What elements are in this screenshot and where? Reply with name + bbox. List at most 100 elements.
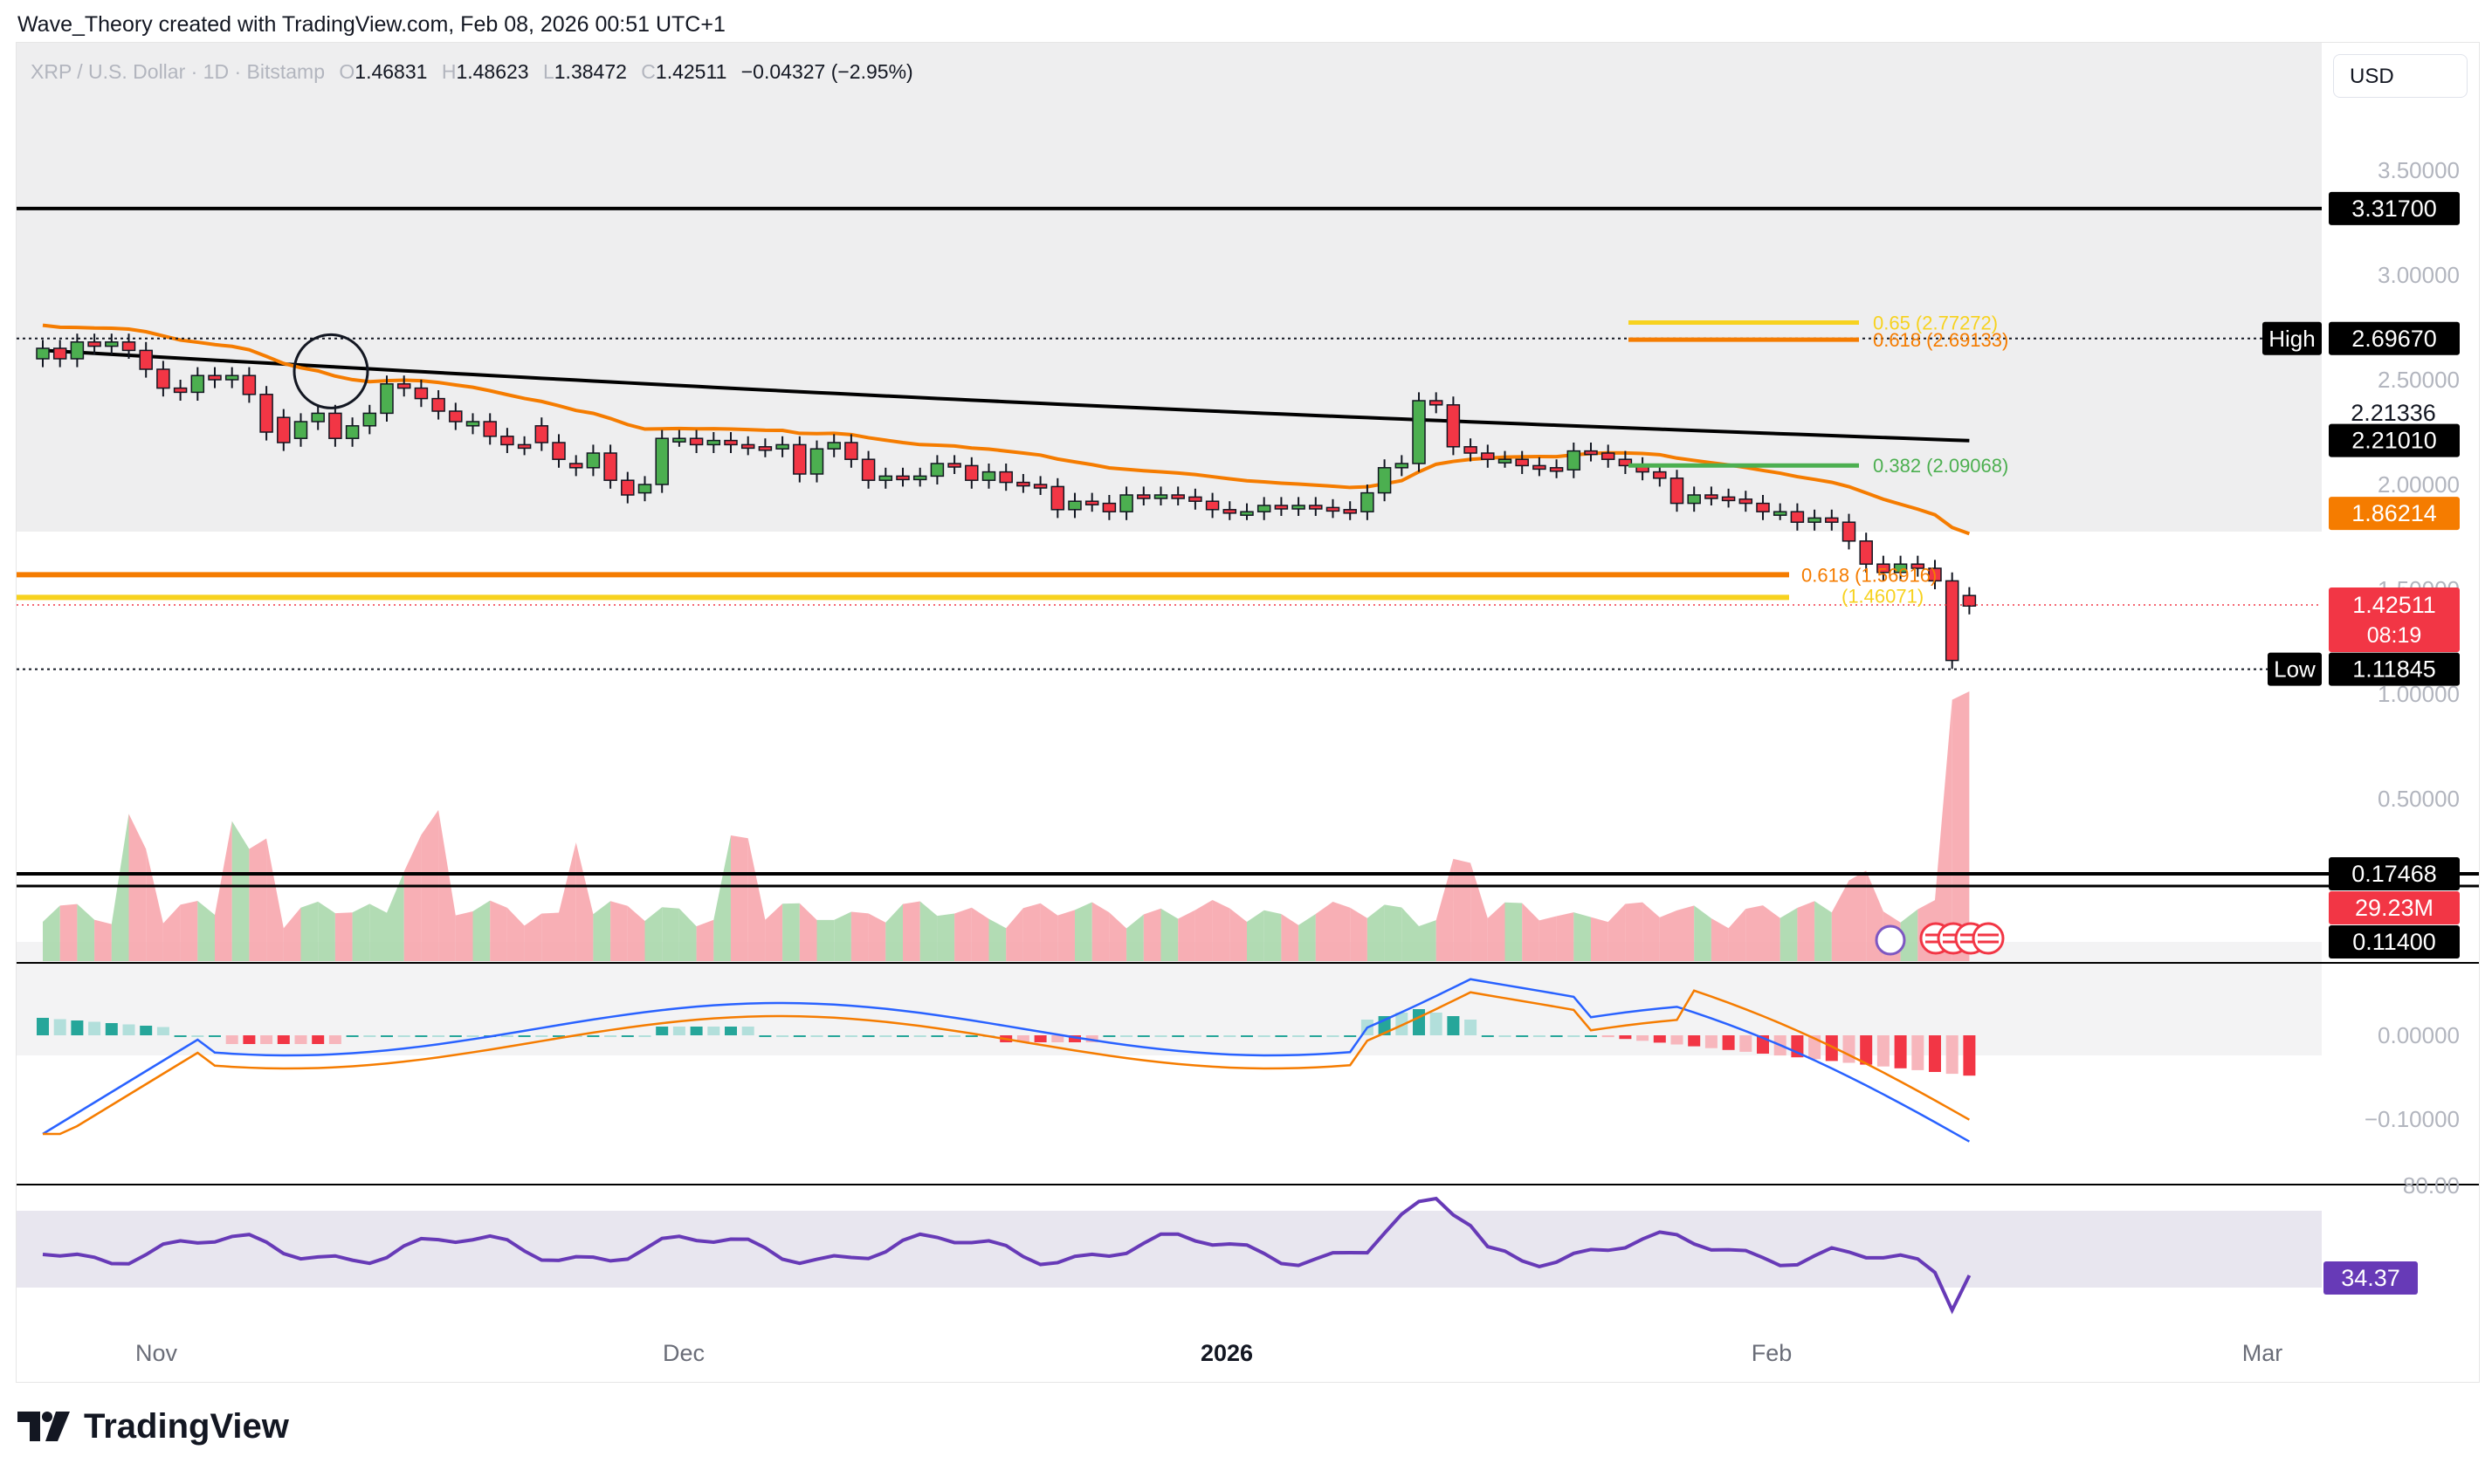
oscillator-area-segment [369, 903, 387, 961]
macd-histogram-bar [346, 1035, 359, 1037]
candle-body [1033, 484, 1048, 489]
rsi-value-tag [2323, 1261, 2418, 1295]
macd-histogram-bar [1103, 1035, 1116, 1037]
macd-histogram-bar [1704, 1035, 1718, 1048]
oscillator-area-segment [352, 903, 370, 961]
candle-body [1171, 494, 1185, 499]
osc-pane-bg [17, 532, 2322, 689]
macd-histogram-bar [37, 1018, 49, 1035]
oscillator-area-segment [644, 907, 663, 961]
candle-body [224, 374, 239, 381]
macd-histogram-bar [776, 1035, 789, 1037]
macd-histogram-bar [1722, 1035, 1735, 1050]
candle-body [1343, 509, 1357, 514]
candle-body [1153, 494, 1168, 499]
candle-body [1446, 404, 1461, 448]
fib-label-yellow: (1.46071) [1841, 585, 1924, 607]
candle-body [1549, 467, 1564, 472]
candle-body [1428, 400, 1443, 406]
macd-histogram-bar [1670, 1035, 1683, 1045]
candle-body [861, 458, 876, 481]
macd-histogram-bar [518, 1035, 531, 1037]
candle-body [878, 475, 893, 481]
oscillator-area-segment [43, 905, 60, 961]
sma-tag [2329, 423, 2460, 457]
candle-body [1412, 400, 1426, 464]
macd-histogram-bar [381, 1035, 393, 1037]
candle-body [1256, 505, 1271, 512]
oscillator-area-segment [816, 919, 835, 961]
candle-body [396, 383, 411, 389]
oscillator-area-segment [1848, 870, 1867, 961]
candle-body [1910, 563, 1925, 569]
macd-histogram-bar [1619, 1035, 1632, 1040]
symbol-label[interactable]: XRP / U.S. Dollar · 1D · Bitstamp [31, 60, 325, 83]
oscillator-area-segment [1143, 908, 1161, 961]
candle-body [500, 436, 514, 446]
oscillator-area-segment [627, 905, 645, 961]
macd-tick-neg: −0.10000 [2365, 1106, 2460, 1132]
candle-body [706, 439, 721, 446]
oscillator-area-segment [249, 838, 267, 961]
low-value: 1.38472 [554, 60, 627, 83]
oscillator-area-segment [283, 907, 301, 961]
oscillator-area-segment [1487, 902, 1505, 961]
oscillator-area-segment [1745, 905, 1763, 961]
candle-body [1687, 494, 1701, 505]
oscillator-area-segment [1831, 880, 1849, 961]
candle-body [603, 452, 617, 481]
macd-histogram-bar [535, 1035, 548, 1037]
time-tick-label: Dec [663, 1340, 705, 1366]
macd-histogram-bar [1550, 1035, 1563, 1037]
macd-histogram-bar [1085, 1035, 1098, 1042]
high-label: H [441, 60, 457, 83]
oscillator-area-segment [1091, 902, 1110, 961]
oscillator-area-segment [903, 901, 920, 961]
candle-body [1360, 491, 1374, 512]
candle-body [637, 484, 652, 494]
macd-histogram-bar [1120, 1035, 1133, 1037]
price-tick-label: 3.50000 [2378, 157, 2460, 183]
sma-label: 2.21010 [2351, 428, 2437, 454]
candle-body [449, 410, 463, 423]
macd-histogram-bar [1275, 1035, 1288, 1037]
footer-logo[interactable]: TradingView [17, 1407, 289, 1446]
oscillator-area-segment [610, 901, 628, 961]
candle-body [740, 443, 755, 450]
last-price-label: 1.42511 [2352, 592, 2436, 618]
oscillator-area-segment [266, 838, 284, 961]
macd-histogram-bar [621, 1035, 634, 1037]
candle-body [1102, 502, 1117, 512]
currency-selector[interactable]: USD [2333, 54, 2468, 98]
oscillator-area-segment [1676, 905, 1695, 961]
candle-body [1377, 467, 1392, 494]
oscillator-area-segment [971, 907, 989, 961]
oscillator-area-segment [1194, 900, 1213, 961]
low-label: L [542, 60, 554, 83]
oscillator-area-segment [1366, 904, 1385, 961]
macd-histogram-bar [1498, 1035, 1511, 1037]
macd-histogram-bar [209, 1035, 221, 1037]
candle-body [1188, 496, 1202, 502]
oscillator-area-segment [1522, 903, 1539, 961]
macd-histogram-bar [243, 1035, 256, 1044]
macd-histogram-bar [156, 1027, 169, 1035]
oscillator-area-segment [180, 901, 198, 961]
high-tag [2329, 321, 2460, 355]
oscillator-area-segment [678, 908, 697, 961]
macd-histogram-bar [1860, 1035, 1873, 1065]
resistance-label: 3.31700 [2351, 196, 2437, 222]
candle-body [1928, 567, 1942, 582]
candle-body [1309, 505, 1323, 510]
chart-area[interactable]: 0.65 (2.77272) 0.618 (2.69133) 0.382 (2.09… [16, 42, 2480, 1383]
macd-histogram-bar [500, 1035, 513, 1037]
oscillator-area-segment [765, 903, 783, 961]
chart-svg[interactable]: 0.65 (2.77272)0.618 (2.69133) 0.382 (2.09… [17, 43, 2479, 1382]
candle-body [1756, 502, 1770, 512]
candle-body [586, 452, 601, 469]
oscillator-area-segment [197, 901, 215, 961]
oscillator-area-segment [1212, 900, 1230, 961]
candle-body [1962, 594, 1977, 607]
close-label: C [641, 60, 656, 83]
candle-body [431, 397, 445, 412]
